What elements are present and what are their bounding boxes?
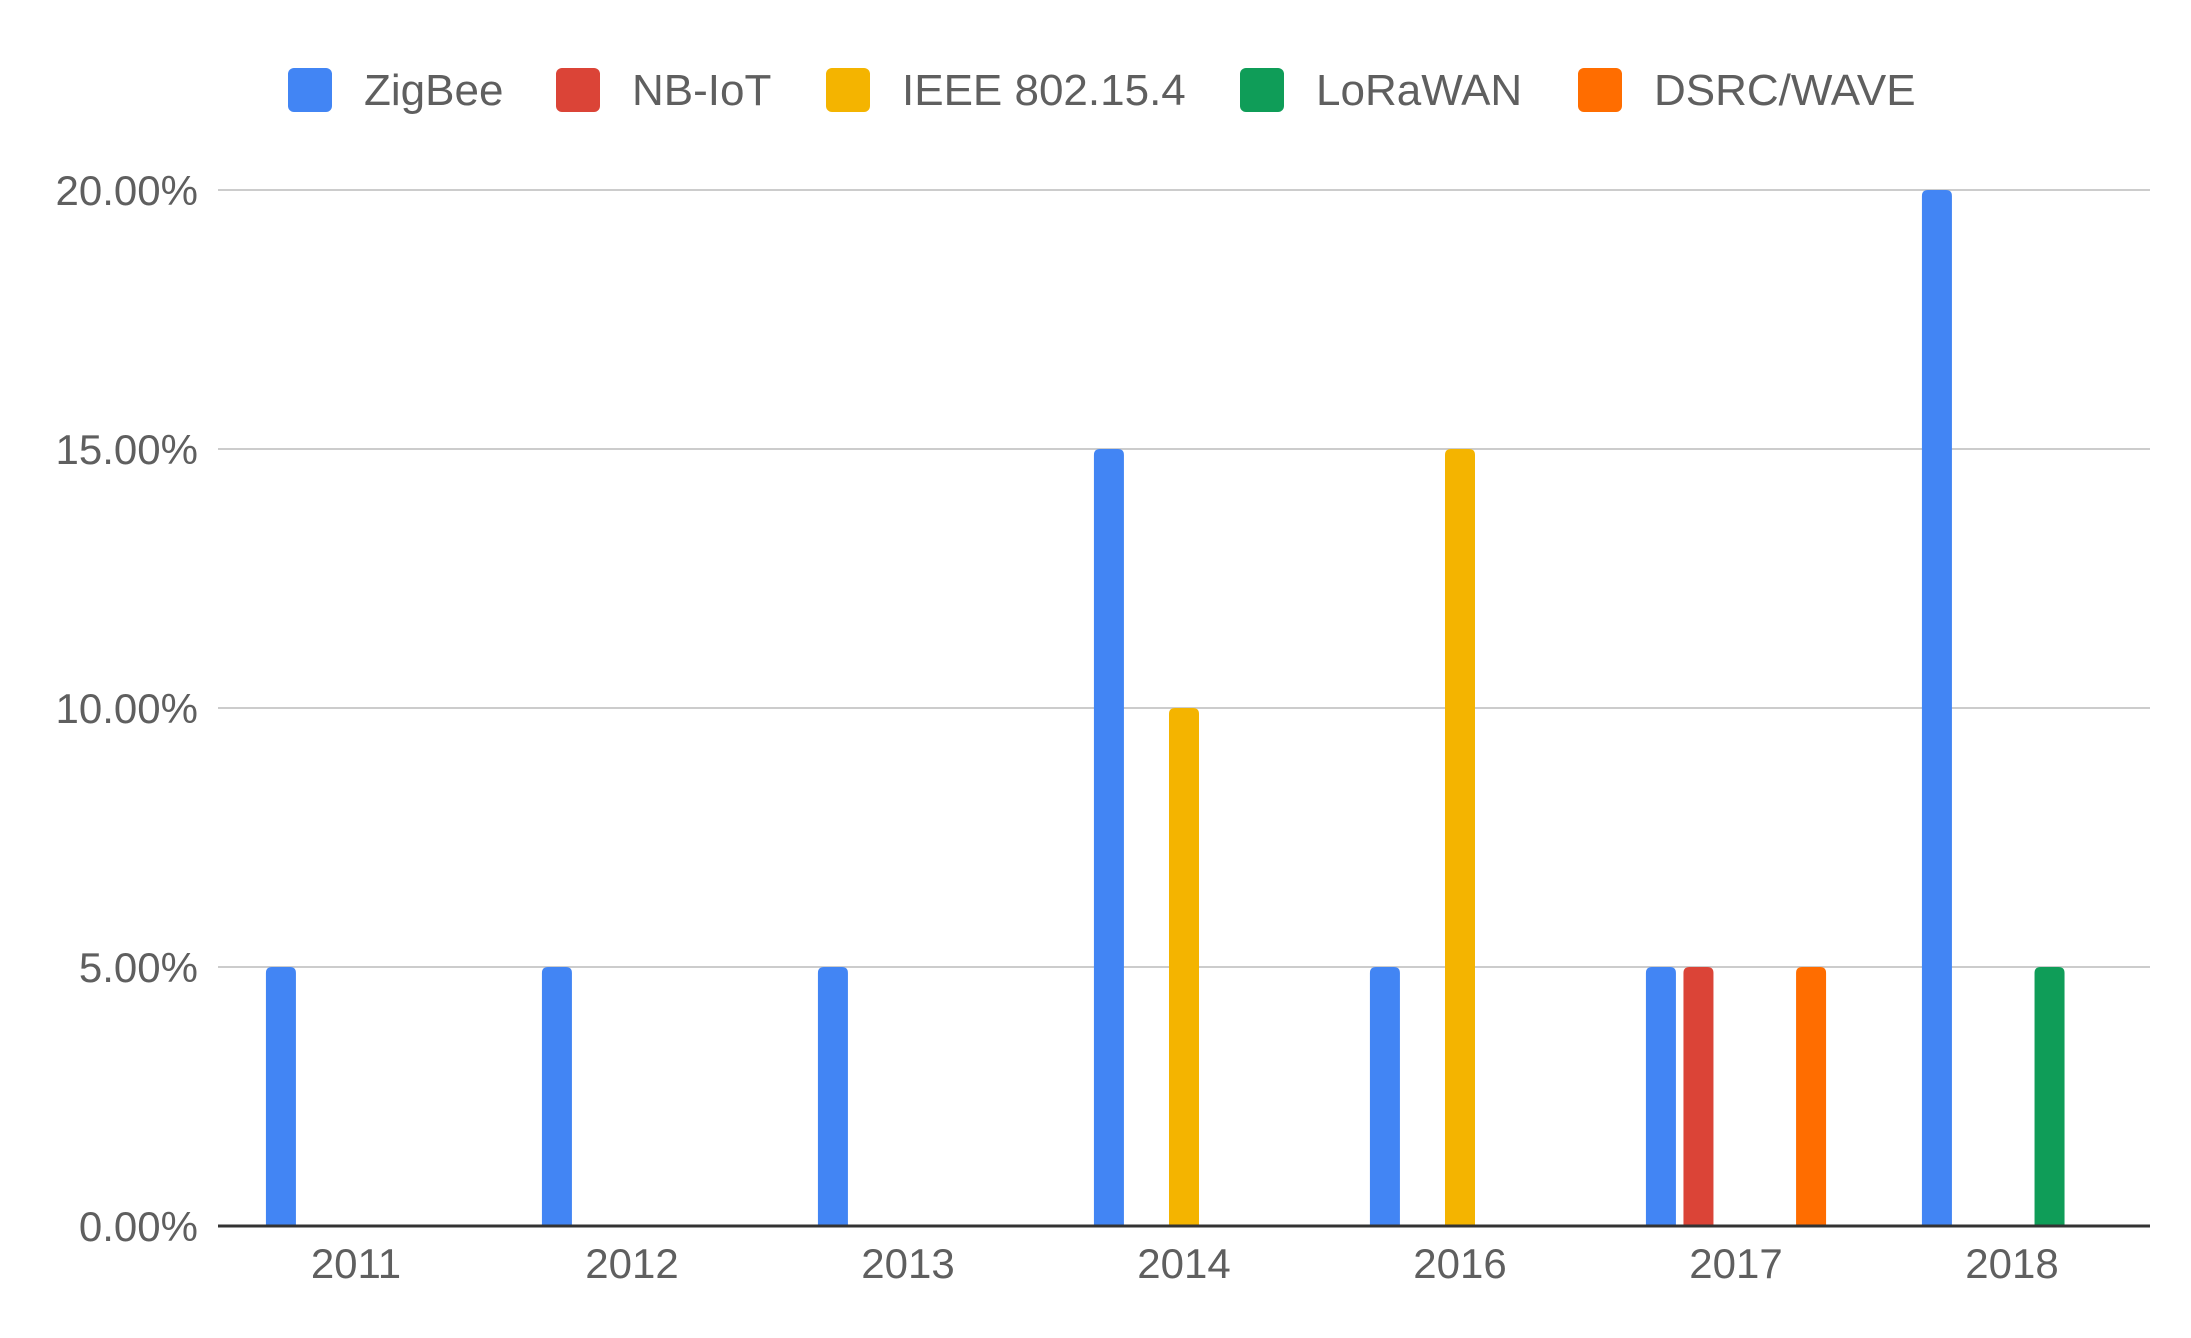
legend-item-ieee-802-15-4[interactable]: IEEE 802.15.4 <box>826 66 1186 115</box>
legend-label: DSRC/WAVE <box>1654 66 1916 115</box>
x-axis: 2011 2012 2013 2014 2016 2017 2018 <box>218 1224 2150 1287</box>
x-tick-label: 2011 <box>311 1240 401 1287</box>
legend-swatch <box>1578 68 1622 112</box>
legend: ZigBee NB-IoT IEEE 802.15.4 LoRaWAN DSRC/WAV… <box>288 66 1916 115</box>
x-tick-label: 2016 <box>1413 1240 1506 1287</box>
bar-zigbee-2014[interactable] <box>1093 449 1124 1226</box>
x-tick-label: 2018 <box>1965 1240 2058 1287</box>
y-tick-label: 0.00% <box>79 1203 198 1250</box>
legend-label: NB-IoT <box>632 66 771 115</box>
x-tick-label: 2017 <box>1689 1240 1782 1287</box>
bar-zigbee-2017[interactable] <box>1645 967 1676 1226</box>
legend-swatch <box>288 68 332 112</box>
legend-swatch <box>1240 68 1284 112</box>
bar-dsrc-wave-2017[interactable] <box>1796 967 1827 1226</box>
y-tick-label: 5.00% <box>79 944 198 991</box>
legend-item-zigbee[interactable]: ZigBee <box>288 66 503 115</box>
legend-label: LoRaWAN <box>1316 66 1522 115</box>
bar-zigbee-2011[interactable] <box>265 967 296 1226</box>
legend-item-dsrc-wave[interactable]: DSRC/WAVE <box>1578 66 1916 115</box>
y-tick-label: 10.00% <box>56 685 198 732</box>
y-axis: 0.00% 5.00% 10.00% 15.00% 20.00% <box>56 167 198 1250</box>
x-tick-label: 2012 <box>585 1240 678 1287</box>
y-tick-label: 15.00% <box>56 426 198 473</box>
bars <box>265 190 2065 1226</box>
x-tick-label: 2014 <box>1137 1240 1230 1287</box>
bar-zigbee-2013[interactable] <box>817 967 848 1226</box>
bar-zigbee-2016[interactable] <box>1369 967 1400 1226</box>
legend-item-nb-iot[interactable]: NB-IoT <box>556 66 771 115</box>
legend-label: IEEE 802.15.4 <box>902 66 1186 115</box>
x-tick-label: 2013 <box>861 1240 954 1287</box>
legend-swatch <box>556 68 600 112</box>
bar-zigbee-2018[interactable] <box>1921 190 1952 1226</box>
bar-nb-iot-2017[interactable] <box>1683 967 1714 1226</box>
legend-swatch <box>826 68 870 112</box>
legend-item-lorawan[interactable]: LoRaWAN <box>1240 66 1522 115</box>
y-tick-label: 20.00% <box>56 167 198 214</box>
bar-ieee-802-15-4-2016[interactable] <box>1445 449 1475 1226</box>
bar-ieee-802-15-4-2014[interactable] <box>1169 708 1199 1226</box>
legend-label: ZigBee <box>364 66 503 115</box>
bar-zigbee-2012[interactable] <box>541 967 572 1226</box>
bar-lorawan-2018[interactable] <box>2034 967 2065 1226</box>
